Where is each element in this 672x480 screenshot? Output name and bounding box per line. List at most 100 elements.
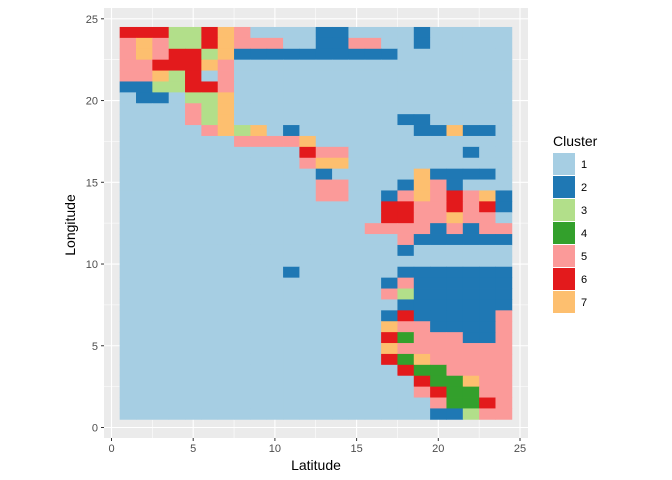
heatmap-tile — [413, 364, 431, 377]
heatmap-tile — [283, 59, 300, 71]
heatmap-tile — [250, 223, 268, 235]
heatmap-tile — [136, 179, 153, 191]
heatmap-tile — [299, 255, 317, 268]
heatmap-tile — [413, 135, 431, 148]
heatmap-tile — [364, 48, 382, 61]
heatmap-tile — [495, 266, 513, 279]
heatmap-tile — [446, 223, 464, 235]
heatmap-tile — [348, 114, 366, 126]
heatmap-tile — [119, 255, 137, 268]
heatmap-tile — [119, 48, 137, 61]
heatmap-tile — [381, 81, 398, 93]
heatmap-tile — [332, 168, 349, 180]
heatmap-tile — [217, 364, 235, 377]
heatmap-tile — [119, 310, 137, 322]
heatmap-tile — [495, 364, 513, 377]
heatmap-tile — [479, 81, 496, 93]
heatmap-tile — [446, 255, 464, 268]
heatmap-tile — [315, 37, 333, 50]
heatmap-tile — [168, 179, 186, 191]
heatmap-tile — [283, 266, 300, 279]
heatmap-tile — [446, 92, 464, 104]
heatmap-tile — [136, 375, 153, 388]
heatmap-tile — [185, 37, 202, 50]
heatmap-tile — [446, 201, 464, 213]
heatmap-tile — [136, 343, 153, 355]
heatmap-tile — [397, 255, 415, 268]
heatmap-tile — [495, 244, 513, 257]
heatmap-tile — [413, 212, 431, 224]
heatmap-tile — [315, 190, 333, 202]
heatmap-tile — [348, 168, 366, 180]
heatmap-tile — [479, 201, 496, 213]
heatmap-tile — [413, 168, 431, 180]
heatmap-tile — [430, 125, 447, 137]
heatmap-tile — [299, 190, 317, 202]
heatmap-tile — [413, 125, 431, 137]
heatmap-tile — [479, 59, 496, 71]
heatmap-tile — [266, 343, 284, 355]
legend-label-1: 1 — [581, 159, 587, 171]
heatmap-tile — [299, 179, 317, 191]
heatmap-tile — [283, 299, 300, 311]
heatmap-tile — [462, 48, 480, 61]
heatmap-tile — [430, 255, 447, 268]
heatmap-tile — [462, 81, 480, 93]
heatmap-tile — [201, 244, 219, 257]
heatmap-tile — [185, 223, 202, 235]
heatmap-tile — [299, 234, 317, 246]
heatmap-tile — [234, 375, 251, 388]
heatmap-tile — [332, 223, 349, 235]
heatmap-tile — [462, 26, 480, 39]
heatmap-tile — [152, 408, 170, 420]
heatmap-tile — [332, 125, 349, 137]
x-tick-label: 10 — [269, 443, 281, 455]
heatmap-tile — [462, 397, 480, 409]
heatmap-tile — [217, 375, 235, 388]
heatmap-tile — [413, 179, 431, 191]
heatmap-tile — [364, 146, 382, 159]
heatmap-tile — [152, 343, 170, 355]
heatmap-tile — [152, 353, 170, 366]
heatmap-tile — [446, 70, 464, 82]
heatmap-tile — [315, 168, 333, 180]
x-tick-label: 20 — [432, 443, 444, 455]
heatmap-tile — [136, 255, 153, 268]
heatmap-tile — [364, 135, 382, 148]
legend-key-6 — [553, 268, 575, 290]
heatmap-tile — [299, 37, 317, 50]
heatmap-tile — [364, 168, 382, 180]
heatmap-tile — [217, 179, 235, 191]
heatmap-tile — [250, 59, 268, 71]
heatmap-tile — [119, 92, 137, 104]
heatmap-tile — [364, 343, 382, 355]
heatmap-tile — [283, 114, 300, 126]
heatmap-tile — [315, 234, 333, 246]
heatmap-tile — [315, 321, 333, 333]
heatmap-tile — [479, 146, 496, 159]
heatmap-tile — [381, 92, 398, 104]
heatmap-tile — [250, 277, 268, 289]
heatmap-tile — [332, 70, 349, 82]
heatmap-tile — [315, 266, 333, 279]
heatmap-tile — [119, 26, 137, 39]
heatmap-tile — [168, 255, 186, 268]
heatmap-tile — [348, 179, 366, 191]
heatmap-tile — [250, 92, 268, 104]
heatmap-tile — [201, 92, 219, 104]
legend-label-2: 2 — [581, 182, 587, 194]
heatmap-tile — [397, 146, 415, 159]
heatmap-tile — [168, 190, 186, 202]
heatmap-tile — [217, 146, 235, 159]
heatmap-tile — [185, 48, 202, 61]
heatmap-tile — [348, 310, 366, 322]
heatmap-tile — [397, 386, 415, 398]
heatmap-tile — [152, 255, 170, 268]
heatmap-tile — [136, 190, 153, 202]
heatmap-tile — [332, 92, 349, 104]
heatmap-tile — [299, 310, 317, 322]
heatmap-tile — [462, 386, 480, 398]
heatmap-tile — [332, 234, 349, 246]
heatmap-tile — [381, 190, 398, 202]
heatmap-tile — [381, 255, 398, 268]
